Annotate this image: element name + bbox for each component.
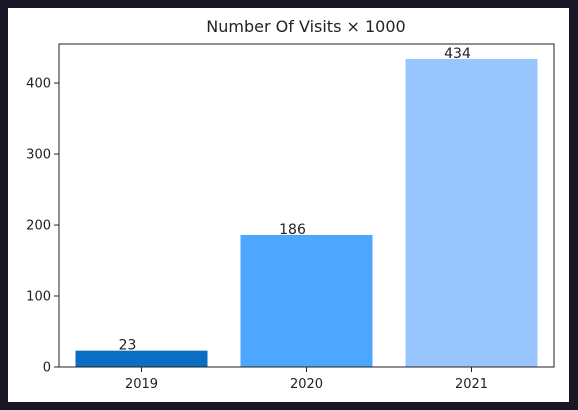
y-tick-label: 100 bbox=[26, 290, 51, 305]
x-tick-label: 2019 bbox=[125, 377, 158, 392]
bar-value-label-2020: 186 bbox=[279, 222, 306, 238]
y-tick-label: 200 bbox=[26, 219, 51, 234]
bar-2019 bbox=[75, 350, 208, 367]
y-tick-label: 300 bbox=[26, 148, 51, 163]
bar-value-label-2021: 434 bbox=[444, 46, 471, 62]
plot-area: 23 2019 186 2020 434 2021 0 100 200 300 400 bbox=[26, 43, 555, 392]
bar-value-label-2019: 23 bbox=[119, 338, 137, 354]
bar-2020 bbox=[240, 234, 373, 367]
y-tick-label: 400 bbox=[26, 77, 51, 92]
chart-title: Number Of Visits × 1000 bbox=[206, 17, 405, 36]
plot-frame bbox=[58, 43, 555, 368]
y-tick-label: 0 bbox=[43, 361, 51, 376]
bar-chart: Number Of Visits × 1000 23 2019 186 2020 434… bbox=[26, 17, 555, 392]
bar-2021 bbox=[405, 58, 538, 368]
chart-frame: Number Of Visits × 1000 23 2019 186 2020 434… bbox=[8, 8, 569, 402]
x-tick-label: 2021 bbox=[455, 377, 488, 392]
x-tick-label: 2020 bbox=[290, 377, 323, 392]
